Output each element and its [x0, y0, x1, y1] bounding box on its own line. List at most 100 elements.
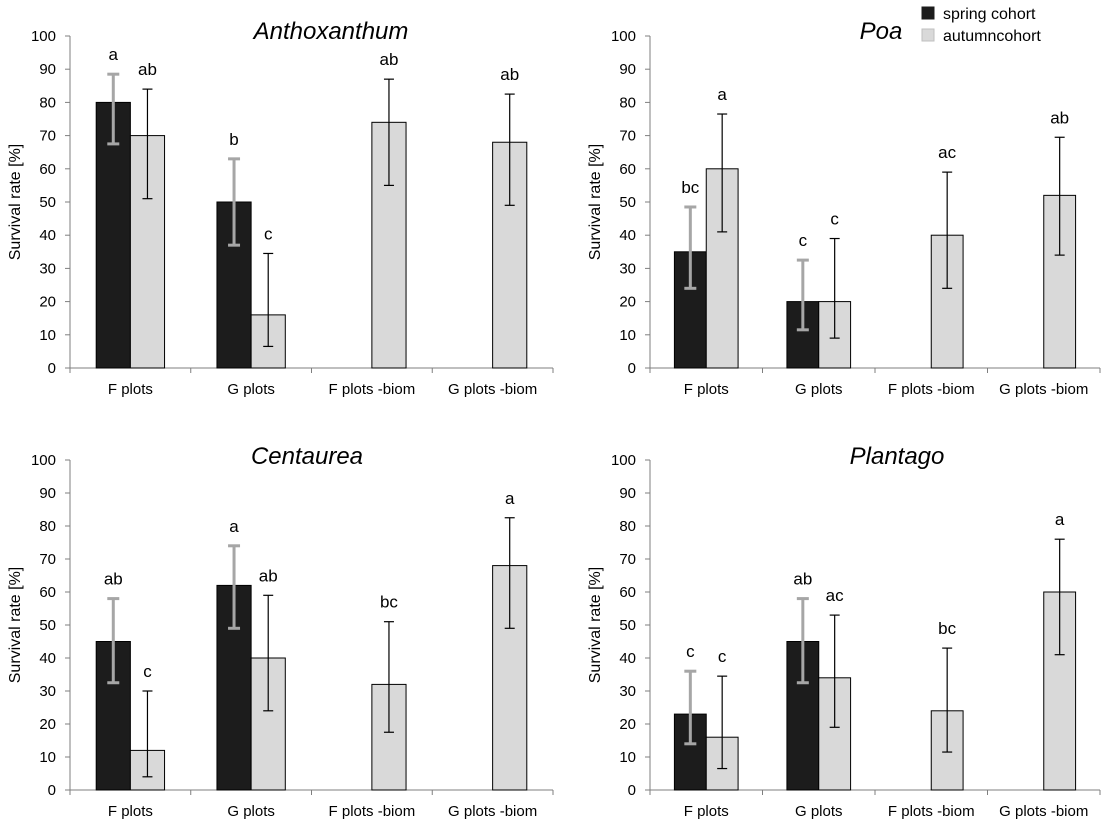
y-tick-label: 30	[619, 260, 636, 277]
significance-label: c	[799, 231, 808, 250]
x-tick-label: F plots -biom	[329, 803, 416, 820]
y-tick-label: 20	[619, 294, 636, 311]
legend-swatch	[921, 6, 935, 20]
significance-label: c	[143, 662, 152, 681]
y-axis-label: Survival rate [%]	[587, 567, 604, 683]
y-tick-label: 30	[619, 683, 636, 700]
y-tick-label: 60	[619, 161, 636, 178]
significance-label: c	[686, 642, 695, 661]
y-tick-label: 70	[619, 551, 636, 568]
y-axis-label: Survival rate [%]	[7, 144, 24, 260]
y-tick-label: 20	[39, 294, 56, 311]
y-tick-label: 10	[619, 749, 636, 766]
x-tick-label: G plots	[795, 381, 843, 398]
y-tick-label: 40	[39, 650, 56, 667]
significance-label: a	[109, 45, 119, 64]
y-tick-label: 50	[39, 194, 56, 211]
legend: spring cohort autumncohort	[921, 6, 1041, 45]
x-tick-label: F plots	[108, 803, 153, 820]
x-tick-label: G plots -biom	[999, 803, 1088, 820]
significance-label: ab	[1050, 108, 1069, 127]
y-tick-label: 60	[39, 584, 56, 601]
significance-label: bc	[938, 619, 956, 638]
significance-label: bc	[681, 178, 699, 197]
legend-label: spring cohort	[943, 6, 1036, 23]
y-tick-label: 0	[628, 360, 636, 377]
y-tick-label: 100	[31, 452, 56, 469]
significance-label: a	[229, 517, 239, 536]
significance-label: c	[718, 647, 727, 666]
x-tick-label: G plots -biom	[448, 381, 537, 398]
significance-label: c	[264, 224, 273, 243]
y-axis-label: Survival rate [%]	[587, 144, 604, 260]
x-tick-label: F plots	[108, 381, 153, 398]
x-tick-label: G plots	[795, 803, 843, 820]
chart-panel-2: Poa 0 10 20 30 40 50 60 70 80 90 100 Survival rate […	[587, 18, 1101, 398]
significance-label: ab	[380, 50, 399, 69]
y-tick-label: 90	[619, 61, 636, 78]
x-tick-label: F plots -biom	[888, 803, 975, 820]
significance-label: b	[229, 130, 238, 149]
panel-title: Anthoxanthum	[252, 18, 409, 45]
y-tick-label: 20	[619, 716, 636, 733]
y-tick-label: 0	[48, 360, 56, 377]
x-tick-label: G plots -biom	[448, 803, 537, 820]
significance-label: a	[717, 85, 727, 104]
legend-label: autumncohort	[943, 28, 1041, 45]
x-tick-label: G plots	[227, 803, 275, 820]
x-tick-label: G plots	[227, 381, 275, 398]
y-tick-label: 50	[39, 617, 56, 634]
y-tick-label: 90	[39, 485, 56, 502]
chart-panel-3: Centaurea 0 10 20 30 40 50 60 70 80 90 100 Survival …	[7, 443, 554, 820]
significance-label: ab	[104, 570, 123, 589]
y-tick-label: 10	[39, 749, 56, 766]
y-tick-label: 60	[39, 161, 56, 178]
x-tick-label: F plots -biom	[329, 381, 416, 398]
x-tick-label: F plots	[684, 381, 729, 398]
significance-label: a	[505, 489, 515, 508]
y-tick-label: 50	[619, 194, 636, 211]
y-axis-label: Survival rate [%]	[7, 567, 24, 683]
significance-label: ac	[826, 586, 844, 605]
y-tick-label: 100	[611, 452, 636, 469]
y-tick-label: 10	[619, 327, 636, 344]
y-tick-label: 40	[39, 227, 56, 244]
y-tick-label: 30	[39, 683, 56, 700]
x-tick-label: F plots	[684, 803, 729, 820]
y-tick-label: 80	[39, 518, 56, 535]
y-tick-label: 50	[619, 617, 636, 634]
significance-label: ab	[500, 65, 519, 84]
y-tick-label: 40	[619, 227, 636, 244]
y-tick-label: 100	[611, 28, 636, 45]
significance-label: ac	[938, 143, 956, 162]
panel-title: Centaurea	[251, 443, 363, 470]
significance-label: c	[830, 210, 839, 229]
y-tick-label: 90	[39, 61, 56, 78]
significance-label: ab	[259, 566, 278, 585]
significance-label: ab	[138, 60, 157, 79]
y-tick-label: 90	[619, 485, 636, 502]
significance-label: a	[1055, 510, 1065, 529]
panel-title: Poa	[860, 18, 903, 45]
y-tick-label: 20	[39, 716, 56, 733]
x-tick-label: G plots -biom	[999, 381, 1088, 398]
x-tick-label: F plots -biom	[888, 381, 975, 398]
y-tick-label: 40	[619, 650, 636, 667]
y-tick-label: 100	[31, 28, 56, 45]
chart-panel-1: Anthoxanthum 0 10 20 30 40 50 60 70 80 90 100 Surviv…	[7, 18, 554, 398]
significance-label: bc	[380, 593, 398, 612]
significance-label: ab	[793, 570, 812, 589]
y-tick-label: 80	[619, 518, 636, 535]
legend-swatch	[921, 28, 935, 42]
y-tick-label: 70	[39, 551, 56, 568]
chart-panel-4: Plantago 0 10 20 30 40 50 60 70 80 90 100 Survival r…	[587, 443, 1101, 820]
y-tick-label: 30	[39, 260, 56, 277]
y-tick-label: 60	[619, 584, 636, 601]
y-tick-label: 80	[619, 94, 636, 111]
y-tick-label: 70	[619, 128, 636, 145]
panel-title: Plantago	[850, 443, 945, 470]
y-tick-label: 80	[39, 94, 56, 111]
y-tick-label: 0	[628, 782, 636, 799]
y-tick-label: 10	[39, 327, 56, 344]
